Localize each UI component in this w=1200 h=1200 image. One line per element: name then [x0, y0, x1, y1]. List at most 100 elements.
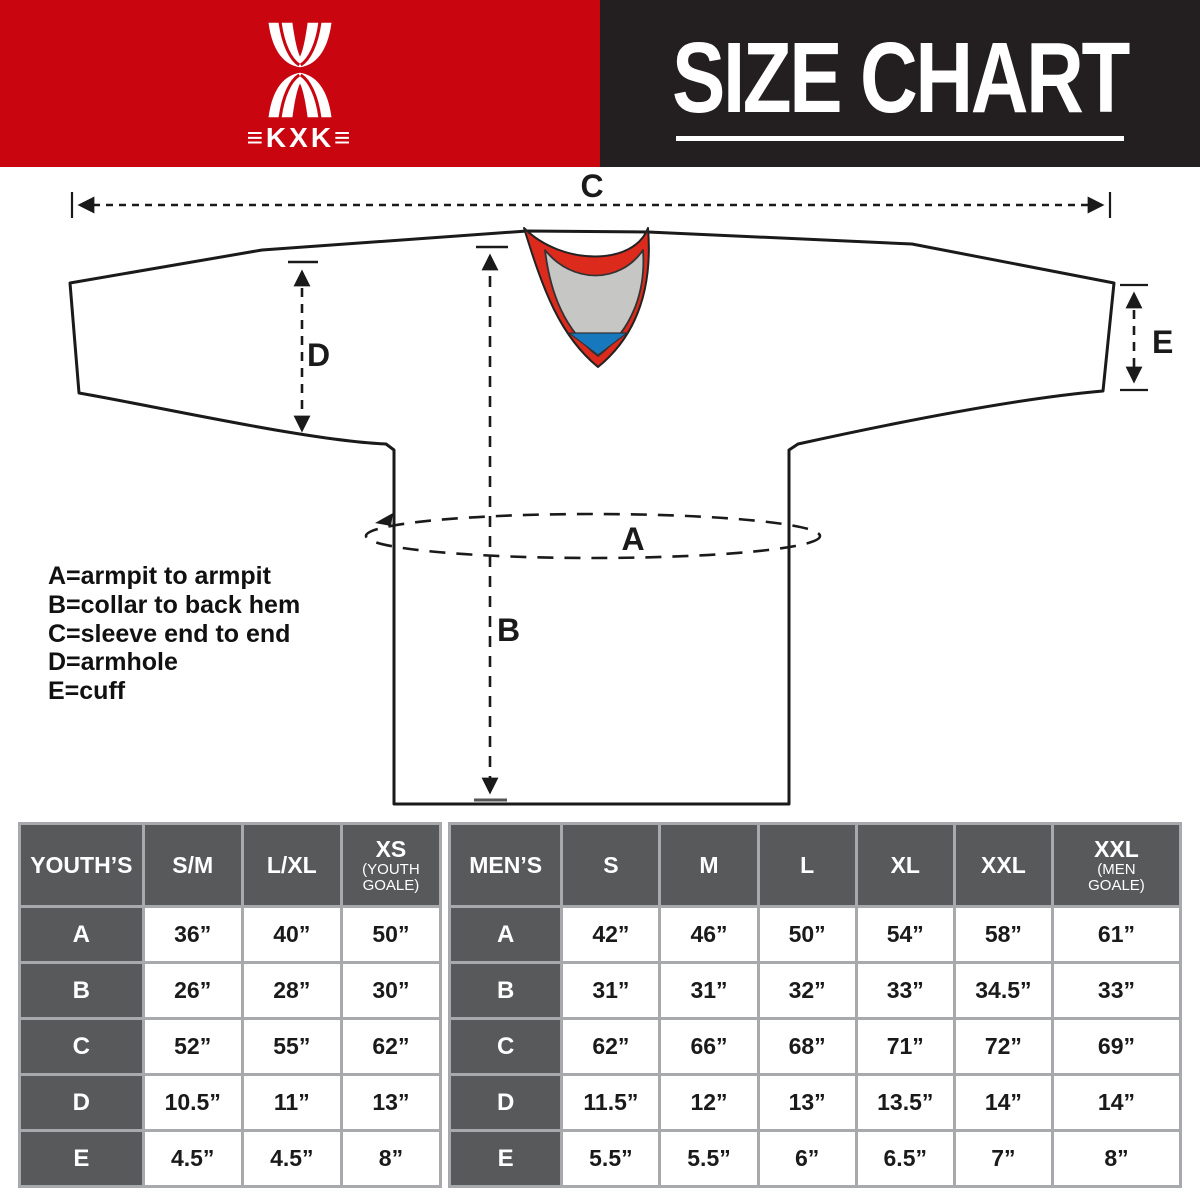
row-label: B [451, 964, 561, 1017]
table-cell: 10.5” [144, 1076, 241, 1129]
table-cell: 11.5” [563, 1076, 659, 1129]
table-cell: 61” [1053, 908, 1179, 961]
table-cell: 58” [955, 908, 1051, 961]
table-cell: 6.5” [857, 1132, 953, 1185]
table-cell: 8” [1053, 1132, 1179, 1185]
column-header: M [661, 825, 757, 905]
table-cell: 54” [857, 908, 953, 961]
row-label: C [451, 1020, 561, 1073]
dim-label-e: E [1152, 324, 1173, 360]
table-cell: 4.5” [144, 1132, 241, 1185]
table-row: D 11.5” 12” 13” 13.5” 14” 14” [451, 1076, 1179, 1129]
legend-line: D=armhole [48, 648, 178, 677]
table-cell: 62” [342, 1020, 439, 1073]
table-cell: 30” [342, 964, 439, 1017]
table-cell: 31” [563, 964, 659, 1017]
column-header: XS (YOUTH GOALE) [342, 825, 439, 905]
table-row: B 26” 28” 30” [21, 964, 439, 1017]
row-label: B [21, 964, 142, 1017]
dim-line-a [364, 512, 822, 560]
table-cell: 72” [955, 1020, 1051, 1073]
table-cell: 46” [661, 908, 757, 961]
jersey-measurement-diagram: C D B A E [68, 168, 1173, 806]
table-cell: 14” [955, 1076, 1051, 1129]
table-cell: 50” [759, 908, 855, 961]
column-header: L/XL [243, 825, 340, 905]
table-cell: 40” [243, 908, 340, 961]
table-row: E 4.5” 4.5” 8” [21, 1132, 439, 1185]
table-row: A 42” 46” 50” 54” 58” 61” [451, 908, 1179, 961]
kxk-logo-icon [268, 22, 332, 118]
brand-panel: ≡KXK≡ [0, 0, 600, 167]
legend-line: A=armpit to armpit [48, 562, 271, 590]
dim-line-e [1120, 283, 1148, 392]
column-header: L [759, 825, 855, 905]
table-cell: 5.5” [563, 1132, 659, 1185]
dim-label-c: C [580, 168, 603, 204]
title-panel: SIZE CHART [600, 0, 1200, 167]
row-label: E [21, 1132, 142, 1185]
table-cell: 11” [243, 1076, 340, 1129]
table-cell: 5.5” [661, 1132, 757, 1185]
table-cell: 6” [759, 1132, 855, 1185]
table-row: C 62” 66” 68” 71” 72” 69” [451, 1020, 1179, 1073]
legend-line: C=sleeve end to end [48, 619, 291, 648]
dim-label-a: A [621, 521, 644, 557]
brand-logo: ≡KXK≡ [225, 22, 375, 152]
table-cell: 14” [1053, 1076, 1179, 1129]
ellipse-arrowhead [375, 513, 393, 526]
title-underline [676, 136, 1124, 141]
table-header-row: YOUTH’S S/M L/XL XS (YOUTH GOALE) [21, 825, 439, 905]
row-label: D [21, 1076, 142, 1129]
table-cell: 42” [563, 908, 659, 961]
dim-line-b [474, 245, 508, 802]
collar-inner [544, 249, 645, 357]
column-header: S [563, 825, 659, 905]
table-cell: 31” [661, 964, 757, 1017]
legend-line: E=cuff [48, 677, 126, 706]
page-title: SIZE CHART [672, 22, 1130, 134]
table-cell: 55” [243, 1020, 340, 1073]
row-label: C [21, 1020, 142, 1073]
table-cell: 28” [243, 964, 340, 1017]
table-cell: 68” [759, 1020, 855, 1073]
table-cell: 13” [759, 1076, 855, 1129]
dim-label-b: B [497, 612, 520, 648]
column-header: XXL (MEN GOALE) [1053, 825, 1179, 905]
row-label: A [21, 908, 142, 961]
collar [523, 227, 650, 368]
table-cell: 62” [563, 1020, 659, 1073]
brand-logo-text: ≡KXK≡ [246, 122, 354, 153]
table-cell: 71” [857, 1020, 953, 1073]
collar-insert [567, 332, 629, 356]
size-tables: YOUTH’S S/M L/XL XS (YOUTH GOALE) A 36” … [18, 822, 1182, 1188]
table-cell: 66” [661, 1020, 757, 1073]
youth-group-label: YOUTH’S [21, 825, 142, 905]
table-row: A 36” 40” 50” [21, 908, 439, 961]
table-cell: 7” [955, 1132, 1051, 1185]
size-table-men: MEN’S S M L XL XXL [448, 822, 1182, 1188]
table-cell: 26” [144, 964, 241, 1017]
jersey-outline [68, 229, 1116, 806]
row-label: E [451, 1132, 561, 1185]
table-row: E 5.5” 5.5” 6” 6.5” 7” 8” [451, 1132, 1179, 1185]
page-header: ≡KXK≡ SIZE CHART [0, 0, 1200, 167]
table-cell: 8” [342, 1132, 439, 1185]
table-cell: 4.5” [243, 1132, 340, 1185]
dim-line-d [288, 260, 318, 433]
table-cell: 33” [857, 964, 953, 1017]
men-group-label: MEN’S [451, 825, 561, 905]
column-header: XXL [955, 825, 1051, 905]
measurement-legend: A=armpit to armpit B=collar to back hem … [48, 562, 300, 706]
table-row: B 31” 31” 32” 33” 34.5” 33” [451, 964, 1179, 1017]
table-row: D 10.5” 11” 13” [21, 1076, 439, 1129]
row-label: D [451, 1076, 561, 1129]
legend-line: B=collar to back hem [48, 590, 301, 619]
table-cell: 52” [144, 1020, 241, 1073]
table-row: C 52” 55” 62” [21, 1020, 439, 1073]
table-cell: 36” [144, 908, 241, 961]
table-cell: 34.5” [955, 964, 1051, 1017]
dim-line-c [70, 192, 1112, 218]
size-table-youth: YOUTH’S S/M L/XL XS (YOUTH GOALE) A 36” … [18, 822, 442, 1188]
dim-label-d: D [307, 337, 330, 373]
